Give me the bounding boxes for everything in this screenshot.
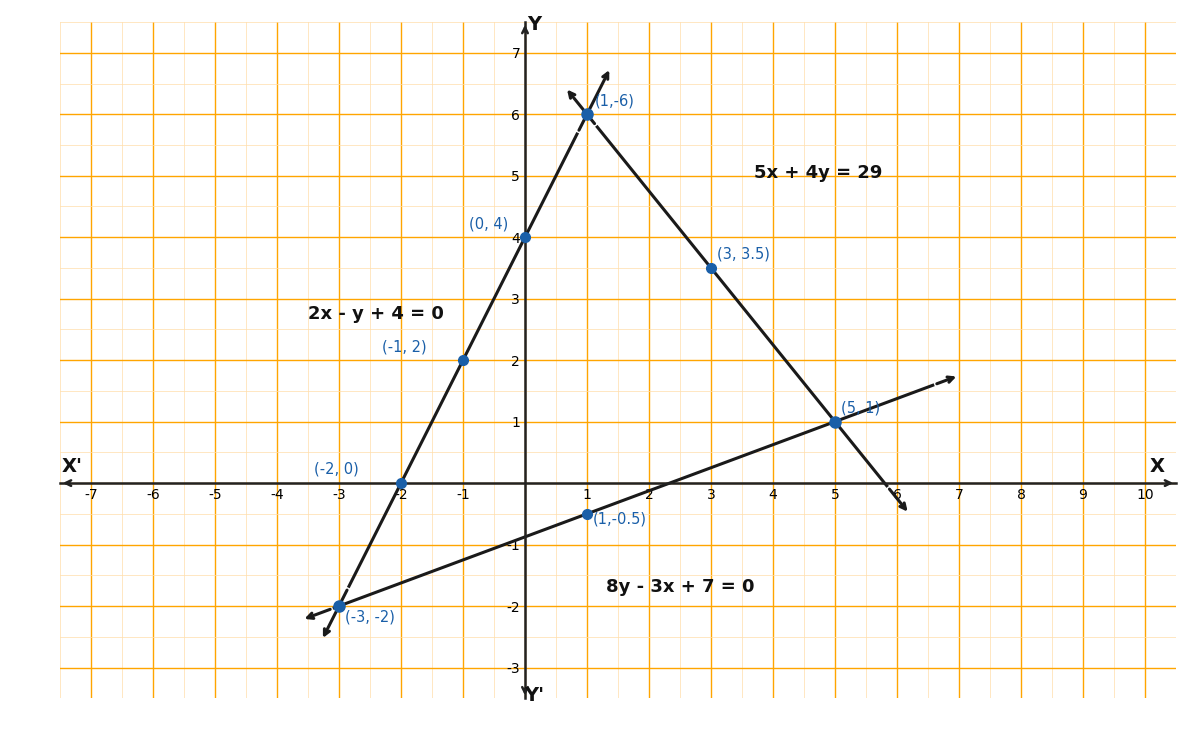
Text: Y: Y [527, 15, 541, 35]
Text: (0, 4): (0, 4) [469, 216, 509, 231]
Text: 5x + 4y = 29: 5x + 4y = 29 [755, 164, 883, 182]
Text: (-2, 0): (-2, 0) [314, 462, 359, 477]
Text: X': X' [62, 457, 83, 476]
Text: (1,-6): (1,-6) [594, 93, 635, 108]
Text: (5, 1): (5, 1) [841, 401, 881, 415]
Text: Y': Y' [524, 686, 545, 705]
Text: (-3, -2): (-3, -2) [346, 609, 395, 625]
Text: (1,-0.5): (1,-0.5) [593, 511, 647, 526]
Text: X: X [1150, 457, 1165, 476]
Text: 2x - y + 4 = 0: 2x - y + 4 = 0 [308, 305, 444, 323]
Text: (3, 3.5): (3, 3.5) [718, 247, 770, 262]
Text: 8y - 3x + 7 = 0: 8y - 3x + 7 = 0 [606, 578, 754, 596]
Text: (-1, 2): (-1, 2) [383, 339, 427, 354]
